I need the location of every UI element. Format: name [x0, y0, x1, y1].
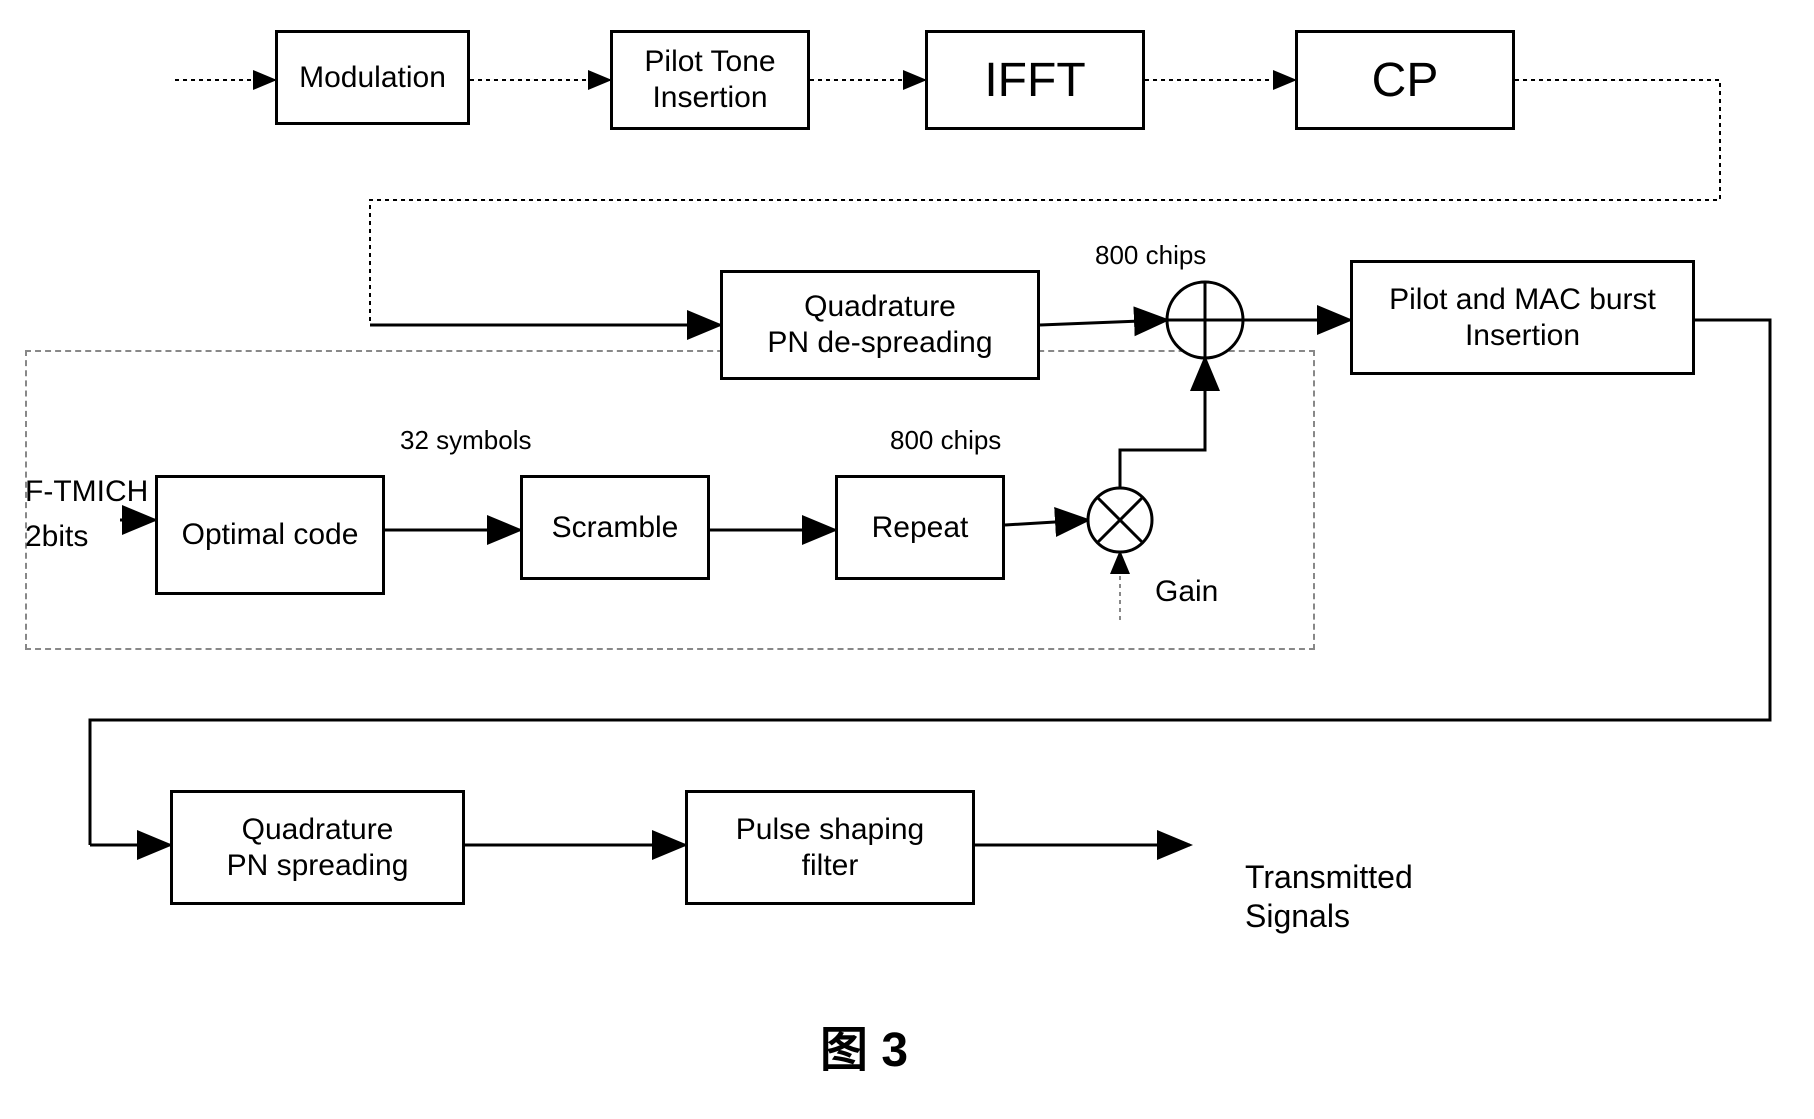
label-transmitted-signals: Transmitted Signals: [1245, 820, 1413, 935]
block-label: Optimal code: [182, 518, 359, 552]
block-label: Repeat: [872, 511, 969, 545]
block-label: Quadrature PN spreading: [227, 812, 409, 884]
block-label: Quadrature PN de-spreading: [767, 289, 992, 361]
label-2bits: 2bits: [25, 520, 88, 554]
block-label: Modulation: [299, 61, 446, 95]
block-cp: CP: [1295, 30, 1515, 130]
diagram-canvas: Modulation Pilot Tone Insertion IFFT CP …: [20, 20, 1814, 1099]
block-repeat: Repeat: [835, 475, 1005, 580]
label-gain: Gain: [1155, 575, 1218, 609]
block-qpn-spread: Quadrature PN spreading: [170, 790, 465, 905]
block-label: CP: [1372, 53, 1439, 108]
label-800-chips-a: 800 chips: [890, 425, 1001, 456]
arrow: [1040, 320, 1167, 325]
block-scramble: Scramble: [520, 475, 710, 580]
block-pilot-mac: Pilot and MAC burst Insertion: [1350, 260, 1695, 375]
adder-icon: [1167, 282, 1243, 358]
block-label: Pulse shaping filter: [736, 812, 924, 884]
block-label: Scramble: [552, 511, 679, 545]
block-pulse-filter: Pulse shaping filter: [685, 790, 975, 905]
block-optimal-code: Optimal code: [155, 475, 385, 595]
block-label: IFFT: [984, 53, 1085, 108]
block-pilot-tone: Pilot Tone Insertion: [610, 30, 810, 130]
block-modulation: Modulation: [275, 30, 470, 125]
figure-caption: 图 3: [820, 1010, 908, 1080]
label-32-symbols: 32 symbols: [400, 425, 532, 456]
block-qpn-despread: Quadrature PN de-spreading: [720, 270, 1040, 380]
block-label: Pilot and MAC burst Insertion: [1389, 282, 1656, 354]
label-800-chips-b: 800 chips: [1095, 240, 1206, 271]
label-ftmich: F-TMICH: [25, 475, 148, 509]
block-ifft: IFFT: [925, 30, 1145, 130]
block-label: Pilot Tone Insertion: [644, 44, 775, 116]
